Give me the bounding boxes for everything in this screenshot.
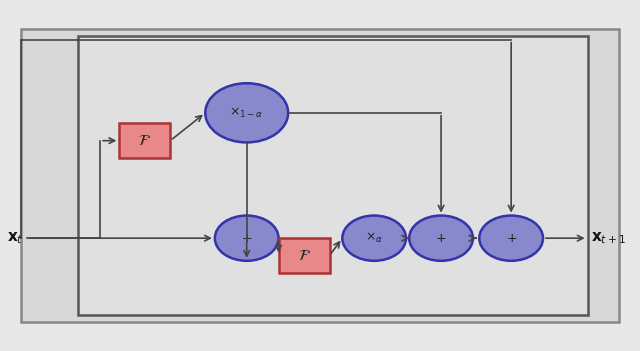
Ellipse shape: [409, 216, 473, 261]
Text: $\mathbf{x}_{t+1}$: $\mathbf{x}_{t+1}$: [591, 230, 626, 246]
FancyBboxPatch shape: [20, 29, 620, 322]
Ellipse shape: [479, 216, 543, 261]
FancyBboxPatch shape: [78, 36, 588, 315]
Ellipse shape: [342, 216, 406, 261]
FancyBboxPatch shape: [278, 238, 330, 273]
Text: $\mathcal{F}$: $\mathcal{F}$: [298, 248, 310, 263]
FancyBboxPatch shape: [119, 123, 170, 158]
Text: $\times_{1-\alpha}$: $\times_{1-\alpha}$: [230, 106, 264, 120]
Ellipse shape: [215, 216, 278, 261]
Text: $+$: $+$: [241, 232, 252, 245]
Ellipse shape: [205, 83, 288, 143]
Text: $\times_{\alpha}$: $\times_{\alpha}$: [365, 231, 383, 245]
Text: $\mathcal{F}$: $\mathcal{F}$: [138, 133, 151, 148]
Text: $+$: $+$: [506, 232, 516, 245]
Text: $\mathbf{x}_t$: $\mathbf{x}_t$: [7, 230, 24, 246]
Text: $+$: $+$: [435, 232, 447, 245]
